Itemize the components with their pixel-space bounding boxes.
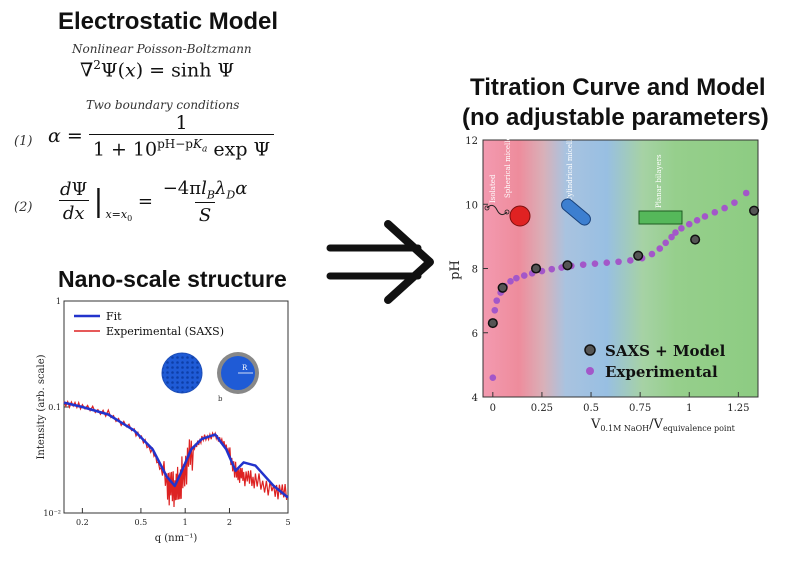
- titration-title-line2: (no adjustable parameters): [462, 104, 769, 131]
- boundary-equation-1: α = 1 1 + 10pH−pKa exp Ψ: [48, 112, 275, 160]
- x-tick-label: 0.25: [531, 403, 553, 414]
- experimental-point: [615, 258, 622, 266]
- saxs-ylabel: Intensity (arb. scale): [36, 354, 47, 459]
- experimental-point: [701, 213, 709, 220]
- titration-ylabel: pH: [448, 260, 463, 280]
- model-title: Electrostatic Model: [58, 8, 279, 35]
- x-tick-label: 2: [227, 518, 232, 527]
- x-tick-label: 0.5: [135, 518, 148, 527]
- fit-curve: [63, 401, 289, 499]
- experimental-point: [627, 257, 634, 264]
- experimental-point: [721, 204, 728, 212]
- experimental-point: [579, 261, 587, 268]
- pb-label: Nonlinear Poisson-Boltzmann: [72, 42, 252, 56]
- eq2-number: (2): [14, 200, 33, 215]
- experimental-point: [591, 260, 599, 267]
- saxs-chart: 1 0.1 10⁻² 0.2 0.5 1 2 5 Fit Experimental (SAXS…: [36, 297, 291, 544]
- titration-chart: 4 6 8 10 12 0 0.25 0.5 0.75 1 1.25 Isolated Spheri…: [448, 136, 760, 433]
- titration-legend: SAXS + Model Experimental: [584, 342, 726, 381]
- y-tick-label: 12: [465, 136, 478, 147]
- x-tick-label: 1.25: [727, 403, 749, 414]
- y-tick-label: 10: [465, 200, 478, 211]
- titration-plot-area: [482, 139, 759, 398]
- titration-points: [487, 189, 760, 382]
- y-tick-label: 0.1: [48, 403, 61, 412]
- cylindrical-micelle-icon: [561, 198, 591, 226]
- experimental-point: [648, 250, 656, 258]
- experimental-point: [711, 208, 719, 216]
- experimental-point: [656, 245, 664, 252]
- region-label-spherical: Spherical micelle: [504, 136, 512, 198]
- experimental-point: [603, 259, 611, 267]
- legend-exp-label: Experimental: [605, 363, 718, 381]
- experimental-point: [731, 199, 738, 206]
- region-label-planar: Planar bilayers: [655, 154, 663, 208]
- experimental-point: [662, 239, 669, 247]
- experimental-point: [507, 278, 514, 285]
- x-tick-label: 1: [183, 518, 188, 527]
- experimental-point: [693, 217, 701, 224]
- y-tick-label: 6: [472, 329, 478, 340]
- nano-title: Nano-scale structure: [58, 266, 287, 292]
- x-tick-label: 0: [490, 403, 496, 414]
- region-label-isolated: Isolated: [489, 174, 497, 203]
- micelle-sphere-icon: [161, 352, 203, 394]
- saxs-model-point: [562, 260, 573, 271]
- boundary-equation-2: dΨ dx | x=x0 = −4πlBλDα S: [58, 178, 248, 226]
- saxs-model-point: [690, 234, 701, 245]
- saxs-model-point: [530, 263, 542, 274]
- saxs-model-point: [749, 205, 760, 216]
- x-tick-label: 1: [686, 403, 692, 414]
- saxs-ticks: 1 0.1 10⁻² 0.2 0.5 1 2 5: [43, 297, 290, 527]
- planar-bilayer-icon: [638, 210, 683, 225]
- x-tick-label: 0.5: [583, 403, 599, 414]
- saxs-model-point: [497, 282, 508, 293]
- experimental-point: [493, 297, 501, 304]
- shell-label: b: [218, 395, 223, 403]
- legend-saxs-label: SAXS + Model: [605, 342, 726, 360]
- saxs-model-point: [633, 250, 644, 261]
- titration-xlabel: V0.1M NaOH/Vequivalence point: [590, 417, 736, 433]
- experimental-point: [491, 306, 499, 314]
- saxs-curves: [63, 400, 289, 508]
- experimental-point: [520, 272, 528, 279]
- pb-equation: ∇2Ψ(x) = sinh Ψ: [80, 58, 235, 82]
- radius-label: R: [242, 364, 248, 372]
- spherical-micelle-icon: [509, 205, 531, 227]
- experimental-point: [513, 274, 520, 282]
- y-tick-label: 10⁻²: [43, 509, 61, 518]
- experimental-point: [489, 374, 497, 382]
- y-tick-label: 1: [56, 297, 61, 306]
- experimental-point: [548, 265, 556, 273]
- experimental-point: [685, 220, 693, 228]
- legend-fit-label: Fit: [106, 310, 122, 323]
- saxs-xlabel: q (nm⁻¹): [155, 533, 198, 544]
- titration-title-line1: Titration Curve and Model: [470, 74, 766, 101]
- experimental-point: [668, 233, 675, 241]
- bc-label: Two boundary conditions: [86, 98, 240, 112]
- region-illustrations: Isolated Spherical micelle Cylindrical m…: [484, 136, 683, 227]
- x-tick-label: 0.75: [629, 403, 651, 414]
- y-tick-label: 4: [472, 393, 478, 404]
- experimental-point: [742, 189, 750, 197]
- saxs-model-point: [487, 318, 498, 329]
- legend-exp-label: Experimental (SAXS): [106, 325, 224, 338]
- x-tick-label: 5: [285, 518, 290, 527]
- micelle-illustration: R b: [161, 352, 259, 403]
- experimental-point: [678, 225, 685, 232]
- region-label-cylindrical: Cylindrical micelle: [566, 136, 574, 202]
- x-tick-label: 0.2: [76, 518, 89, 527]
- eq1-number: (1): [14, 134, 33, 149]
- implies-arrow-icon: [326, 220, 434, 304]
- isolated-molecule-icon: [484, 204, 510, 216]
- y-tick-label: 8: [472, 265, 478, 276]
- legend-saxs-marker: [584, 344, 596, 356]
- legend-exp-marker: [586, 367, 594, 375]
- experimental-point: [672, 229, 679, 236]
- titration-ticks: 4 6 8 10 12 0 0.25 0.5 0.75 1 1.25: [465, 136, 749, 414]
